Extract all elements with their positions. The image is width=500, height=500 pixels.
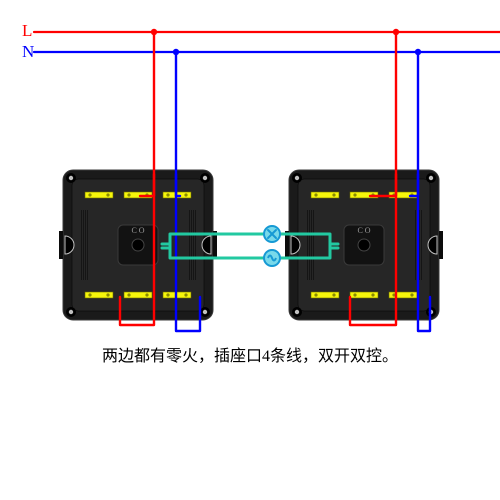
svg-text:C O: C O (357, 226, 370, 235)
label-N: N (22, 42, 34, 61)
caption: 两边都有零火，插座口4条线，双开双控。 (102, 347, 398, 365)
switch-panel-left: C O (59, 170, 217, 320)
label-L: L (22, 21, 32, 40)
switch-panel-right: C O (285, 170, 443, 320)
svg-text:C O: C O (131, 226, 144, 235)
